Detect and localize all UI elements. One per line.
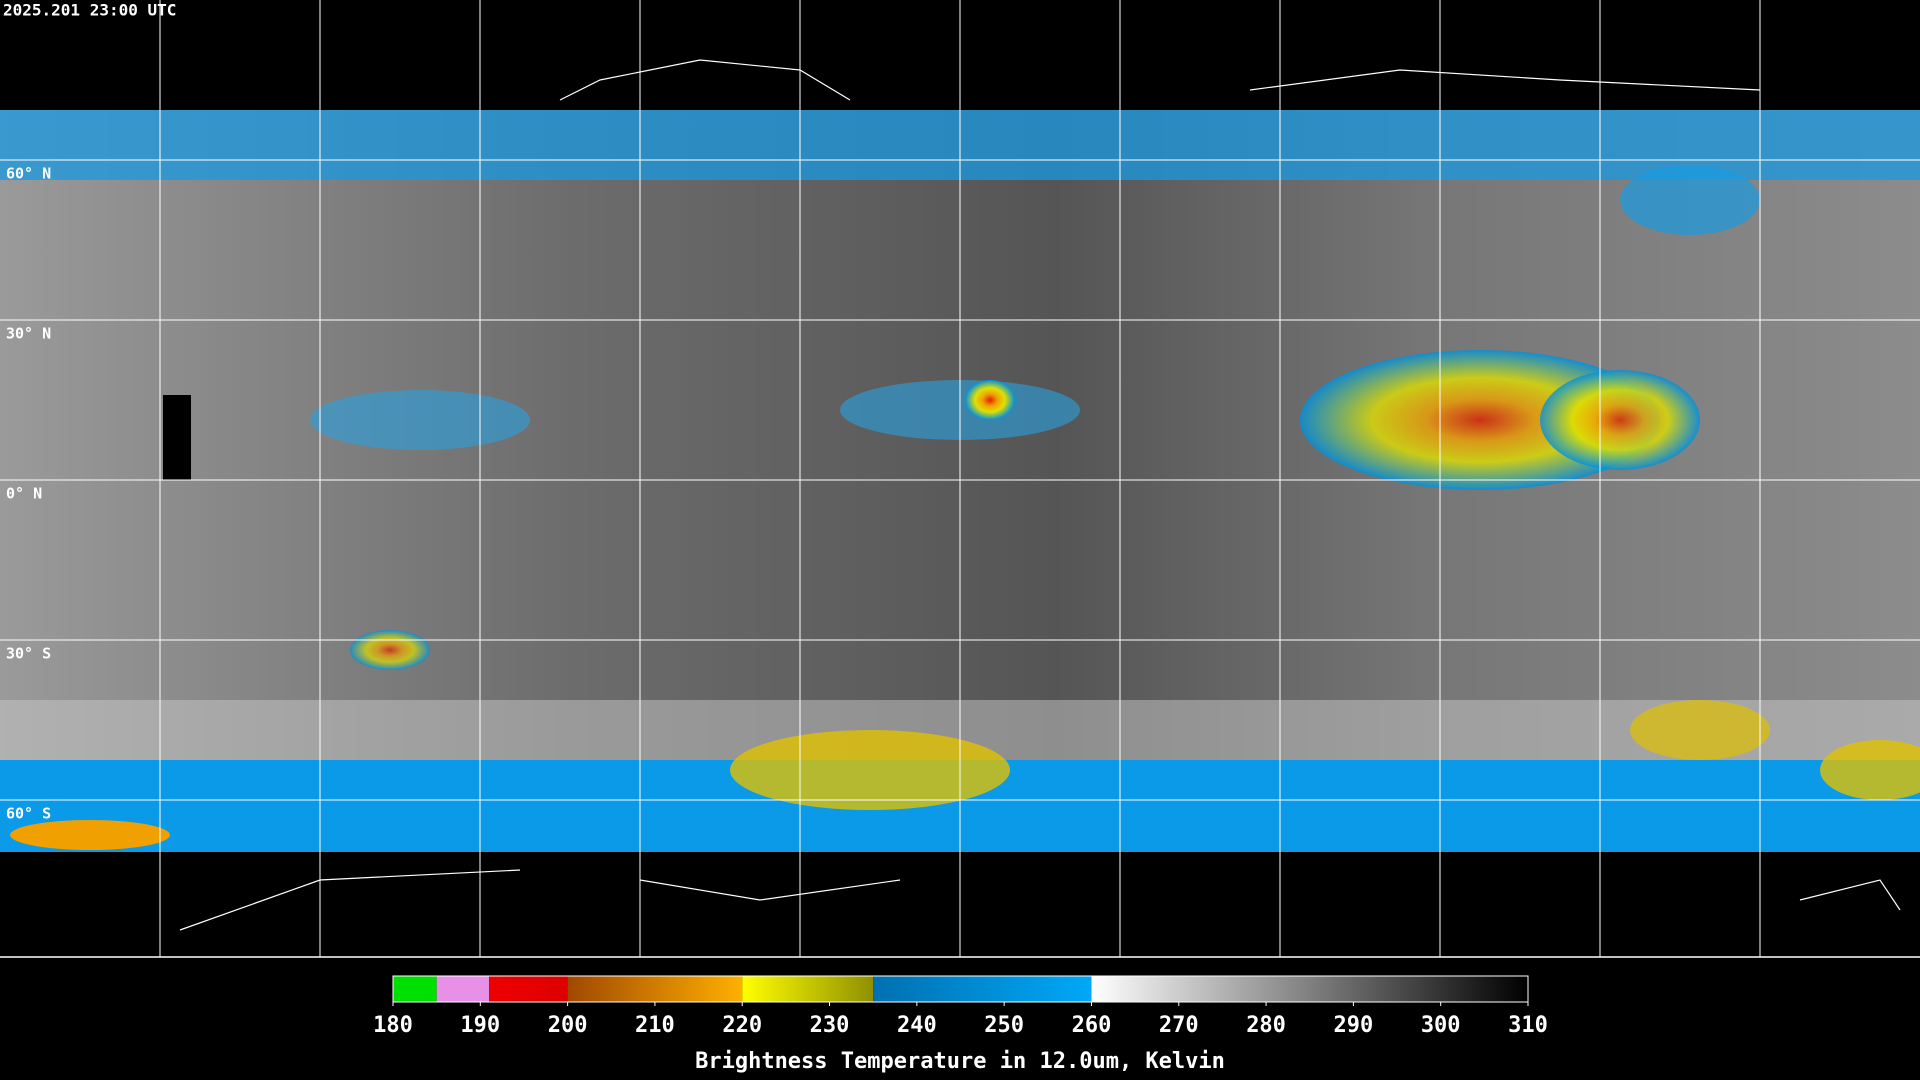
colorbar-tick-label: 260	[1072, 1013, 1112, 1038]
colorbar-segment	[567, 976, 743, 1002]
latitude-label: 30° N	[6, 325, 51, 343]
colorbar-tick-label: 230	[810, 1013, 850, 1038]
timestamp: 2025.201 23:00 UTC	[3, 1, 176, 20]
colorbar-tick-label: 270	[1159, 1013, 1199, 1038]
colorbar-segment	[1091, 976, 1528, 1002]
colorbar-segment	[489, 976, 568, 1002]
colorbar-tick-label: 220	[722, 1013, 762, 1038]
latitude-label: 60° S	[6, 805, 51, 823]
colorbar-segment	[742, 976, 874, 1002]
colorbar-tick-label: 300	[1421, 1013, 1461, 1038]
colorbar: 180 190 200 210 220 230 240 250 260 270 280 290 300 3…	[373, 975, 1548, 1038]
colorbar-tick-label: 240	[897, 1013, 937, 1038]
colorbar-tick-label: 280	[1246, 1013, 1286, 1038]
colorbar-tick-label: 290	[1334, 1013, 1374, 1038]
graticule	[0, 0, 1920, 957]
latitude-label: 60° N	[6, 165, 51, 183]
colorbar-tick-label: 250	[984, 1013, 1024, 1038]
colorbar-segment	[393, 976, 437, 1002]
latitude-label: 0° N	[6, 485, 42, 503]
colorbar-tick-label: 190	[460, 1013, 500, 1038]
colorbar-tick-label: 210	[635, 1013, 675, 1038]
colorbar-frame	[392, 975, 1529, 1003]
latitude-label: 30° S	[6, 645, 51, 663]
colorbar-tick-label: 180	[373, 1013, 413, 1038]
colorbar-tick-label: 200	[548, 1013, 588, 1038]
colorbar-segment	[436, 976, 490, 1002]
latitude-labels: 60° N 30° N 0° N 30° S 60° S	[6, 165, 51, 823]
colorbar-tick-label: 310	[1508, 1013, 1548, 1038]
colorbar-segment	[873, 976, 1092, 1002]
colorbar-label: Brightness Temperature in 12.0um, Kelvin	[695, 1049, 1225, 1074]
